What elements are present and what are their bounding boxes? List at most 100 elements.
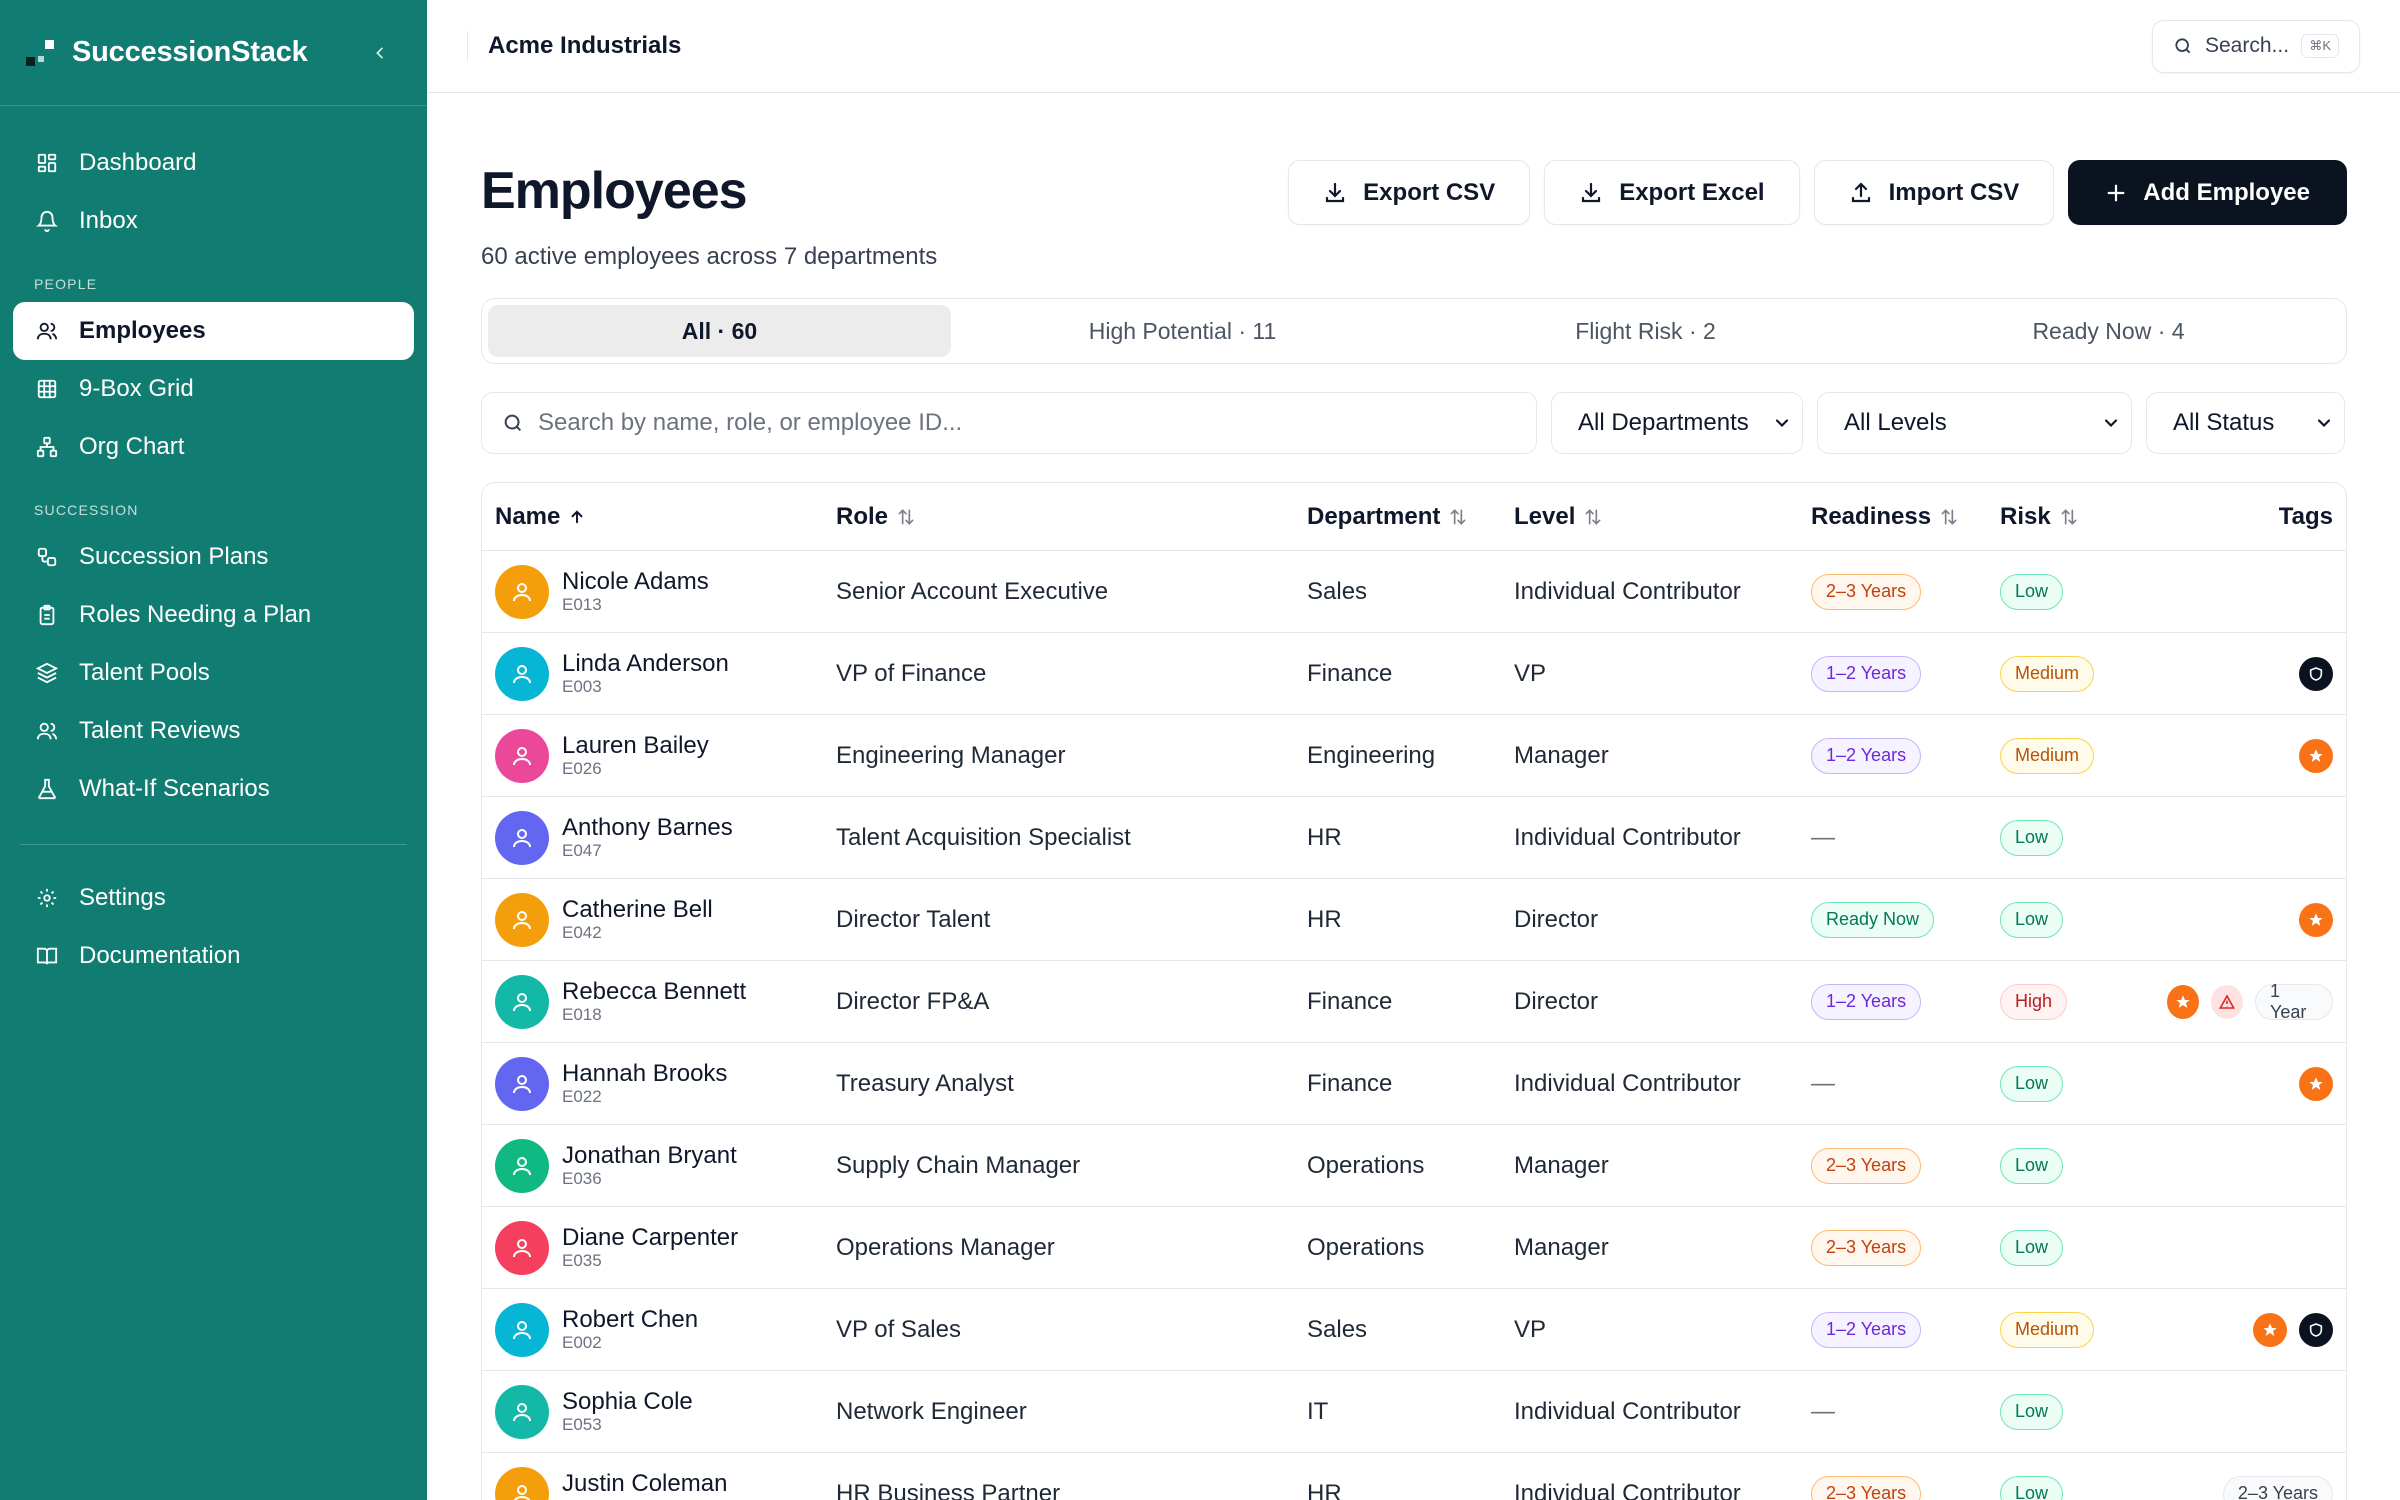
column-label: Tags [2278, 502, 2333, 530]
sidebar-item-org-chart[interactable]: Org Chart [13, 418, 414, 476]
star-icon [2299, 902, 2333, 937]
tab-high-potential[interactable]: High Potential · 11 [1088, 317, 1277, 344]
readiness-cell: — [1811, 824, 2000, 852]
table-row[interactable]: Linda Anderson E003 VP of Finance Financ… [482, 633, 2346, 715]
employee-cell: Anthony Barnes E047 [482, 810, 836, 865]
sidebar-item-succession-plans[interactable]: Succession Plans [13, 528, 414, 586]
employee-search-input[interactable]: Search by name, role, or employee ID... [481, 392, 1537, 454]
employee-info: Lauren Bailey E026 [562, 731, 709, 779]
column-header-readiness[interactable]: Readiness [1811, 503, 2000, 531]
sidebar-item-label: Dashboard [79, 149, 197, 176]
export-csv-button[interactable]: Export CSV [1288, 160, 1531, 225]
sidebar-item-9-box-grid[interactable]: 9-Box Grid [13, 360, 414, 418]
tab-all[interactable]: All · 60 [488, 305, 951, 357]
search-icon [502, 412, 524, 434]
employee-name[interactable]: Lauren Bailey [562, 731, 709, 759]
sidebar-item-roles-needing-a-plan[interactable]: Roles Needing a Plan [13, 586, 414, 644]
sidebar-item-settings[interactable]: Settings [13, 869, 414, 927]
user-icon [510, 990, 534, 1014]
readiness-cell: 2–3 Years [1811, 573, 2000, 610]
sidebar-item-label: Talent Reviews [79, 717, 241, 744]
employee-name[interactable]: Justin Coleman [562, 1469, 728, 1497]
risk-badge: Medium [2000, 737, 2095, 774]
section-label-succession: SUCCESSION [34, 502, 139, 518]
employee-name[interactable]: Robert Chen [562, 1305, 699, 1333]
employee-name[interactable]: Hannah Brooks [562, 1059, 728, 1087]
employee-name[interactable]: Nicole Adams [562, 567, 709, 595]
table-row[interactable]: Diane Carpenter E035 Operations Manager … [482, 1207, 2346, 1289]
import-csv-button[interactable]: Import CSV [1813, 160, 2055, 225]
department-select[interactable]: All Departments [1551, 392, 1803, 454]
sidebar-item-talent-reviews[interactable]: Talent Reviews [13, 702, 414, 760]
employee-id: E035 [562, 1250, 602, 1270]
employee-cell: Jonathan Bryant E036 [482, 1138, 836, 1193]
table-row[interactable]: Rebecca Bennett E018 Director FP&A Finan… [482, 961, 2346, 1043]
risk-badge: Medium [2000, 655, 2095, 692]
readiness-badge: 2–3 Years [1811, 573, 1922, 610]
department-cell: Engineering [1307, 741, 1436, 769]
column-header-role[interactable]: Role [836, 503, 1307, 531]
collapse-sidebar-button[interactable] [363, 36, 397, 70]
department-cell: HR [1307, 1479, 1342, 1500]
table-row[interactable]: Catherine Bell E042 Director Talent HR D… [482, 879, 2346, 961]
level-cell: Director [1514, 905, 1599, 933]
column-label: Department [1307, 502, 1441, 530]
employee-name[interactable]: Jonathan Bryant [562, 1141, 737, 1169]
table-row[interactable]: Robert Chen E002 VP of Sales Sales VP 1–… [482, 1289, 2346, 1371]
column-header-department[interactable]: Department [1307, 503, 1514, 531]
employee-cell: Lauren Bailey E026 [482, 728, 836, 783]
table-row[interactable]: Nicole Adams E013 Senior Account Executi… [482, 551, 2346, 633]
user-icon [510, 1072, 534, 1096]
tab-flight-risk[interactable]: Flight Risk · 2 [1575, 317, 1716, 344]
global-search-button[interactable]: Search... ⌘K [2152, 19, 2360, 73]
employee-info: Catherine Bell E042 [562, 895, 713, 943]
readiness-cell: 2–3 Years [1811, 1147, 2000, 1184]
risk-cell: Low [2000, 1147, 2167, 1184]
flask-icon [35, 777, 59, 801]
sidebar-item-what-if-scenarios[interactable]: What-If Scenarios [13, 760, 414, 818]
tag-badge: 1 Year [2254, 981, 2333, 1022]
export-excel-button[interactable]: Export Excel [1544, 160, 1800, 225]
level-select[interactable]: All Levels [1817, 392, 2132, 454]
grid-icon [35, 377, 59, 401]
risk-badge: Low [2000, 819, 2064, 856]
table-row[interactable]: Sophia Cole E053 Network Engineer IT Ind… [482, 1371, 2346, 1453]
department-cell: IT [1307, 1397, 1329, 1425]
sidebar-item-dashboard[interactable]: Dashboard [13, 134, 414, 192]
employee-name[interactable]: Anthony Barnes [562, 813, 733, 841]
sidebar-item-talent-pools[interactable]: Talent Pools [13, 644, 414, 702]
employee-name[interactable]: Diane Carpenter [562, 1223, 739, 1251]
risk-badge: Low [2000, 1147, 2064, 1184]
employee-info: Jonathan Bryant E036 [562, 1141, 737, 1189]
section-label-people: PEOPLE [34, 276, 98, 292]
download-icon [1323, 181, 1347, 205]
tab-ready-now[interactable]: Ready Now · 4 [2032, 317, 2185, 344]
readiness-empty: — [1811, 1069, 1835, 1097]
table-row[interactable]: Hannah Brooks E022 Treasury Analyst Fina… [482, 1043, 2346, 1125]
table-row[interactable]: Lauren Bailey E026 Engineering Manager E… [482, 715, 2346, 797]
column-header-risk[interactable]: Risk [2000, 503, 2167, 531]
topbar: Acme Industrials Search... ⌘K [427, 0, 2400, 93]
shortcut-hint: ⌘K [2301, 34, 2339, 58]
import-csv-label: Import CSV [1888, 178, 2020, 206]
employee-name[interactable]: Catherine Bell [562, 895, 713, 923]
employee-name[interactable]: Sophia Cole [562, 1387, 693, 1415]
column-header-name[interactable]: Name [482, 503, 836, 531]
employee-name[interactable]: Linda Anderson [562, 649, 729, 677]
add-employee-button[interactable]: Add Employee [2068, 160, 2347, 225]
table-row[interactable]: Jonathan Bryant E036 Supply Chain Manage… [482, 1125, 2346, 1207]
table-row[interactable]: Anthony Barnes E047 Talent Acquisition S… [482, 797, 2346, 879]
sort-icon [2059, 507, 2079, 527]
sidebar-item-documentation[interactable]: Documentation [13, 927, 414, 985]
status-select[interactable]: All Status [2146, 392, 2345, 454]
sidebar-item-employees[interactable]: Employees [13, 302, 414, 360]
main-content: Employees 60 active employees across 7 d… [481, 93, 2347, 1500]
column-header-level[interactable]: Level [1514, 503, 1811, 531]
department-cell: Operations [1307, 1233, 1425, 1261]
table-row[interactable]: Justin Coleman E045 HR Business Partner … [482, 1453, 2346, 1500]
global-search-label: Search... [2205, 34, 2290, 57]
employee-id: E002 [562, 1332, 602, 1352]
sidebar-item-inbox[interactable]: Inbox [13, 192, 414, 250]
star-icon [2299, 1066, 2333, 1101]
employee-name[interactable]: Rebecca Bennett [562, 977, 747, 1005]
